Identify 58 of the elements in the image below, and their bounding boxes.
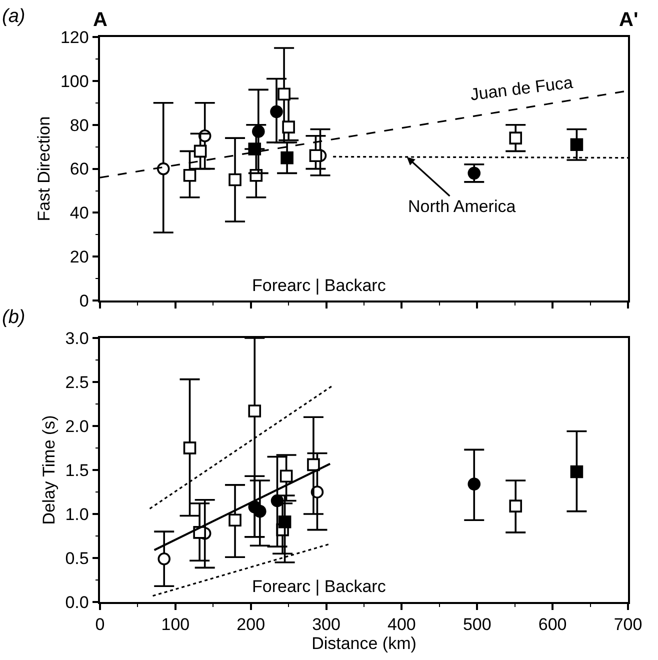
point [278, 516, 292, 528]
point [509, 132, 522, 144]
x-axis-title: Distance (km) [312, 634, 416, 654]
y-tick-label: 60 [70, 160, 89, 179]
y-tick-label: 0 [79, 292, 89, 311]
text: Juan de Fuca [469, 72, 574, 104]
y-tick-label: 0.0 [65, 592, 89, 612]
x-tick-label: 600 [538, 615, 567, 634]
point [280, 151, 294, 164]
y-tick-label: 100 [60, 72, 89, 91]
annotation: Forearc | Backarc [252, 276, 386, 295]
y-tick-label: 20 [70, 248, 89, 267]
legend-label: North America [408, 197, 516, 216]
point [278, 88, 290, 101]
point [248, 142, 262, 156]
x-tick-label: 300 [312, 615, 340, 634]
x-tick-label: 100 [161, 615, 190, 634]
point [509, 500, 522, 512]
annotation: Forearc | Backarc [252, 577, 386, 596]
point [156, 162, 170, 176]
y-tick-label: 1.0 [65, 504, 89, 524]
chart-title: (b) [2, 307, 26, 328]
y-tick-label: 3.0 [65, 328, 89, 348]
x-tick-label: 500 [462, 615, 492, 634]
y-axis-title: Delay Time (s) [39, 415, 58, 525]
point [228, 514, 242, 527]
point [570, 465, 584, 478]
point [158, 552, 171, 566]
y-axis-title: Fast Direction [34, 116, 54, 222]
text: A [93, 9, 108, 31]
chart-title: (a) [2, 6, 26, 27]
y-tick-label: 80 [70, 116, 89, 135]
point [270, 105, 283, 118]
point [570, 138, 584, 152]
point [280, 470, 293, 483]
point [194, 144, 207, 158]
x-tick-label: 0 [95, 615, 105, 634]
y-tick-label: 0.5 [65, 548, 89, 568]
y-tick-label: 40 [70, 204, 89, 223]
point [309, 149, 322, 162]
y-tick-label: 2.5 [65, 372, 89, 392]
point [307, 458, 320, 472]
y-tick-label: 2.0 [65, 416, 89, 436]
point [252, 125, 265, 138]
point [183, 442, 196, 454]
x-tick-label: 200 [236, 615, 266, 634]
point [270, 494, 284, 508]
point [468, 478, 481, 490]
text: A' [619, 9, 638, 31]
y-tick-label: 120 [60, 28, 89, 47]
x-tick-label: 400 [388, 615, 416, 634]
x-tick-label: 700 [614, 615, 642, 634]
y-tick-label: 1.5 [65, 460, 89, 480]
point [228, 173, 242, 186]
point [248, 404, 262, 418]
point [183, 168, 196, 182]
point [254, 504, 266, 518]
point [282, 120, 295, 134]
